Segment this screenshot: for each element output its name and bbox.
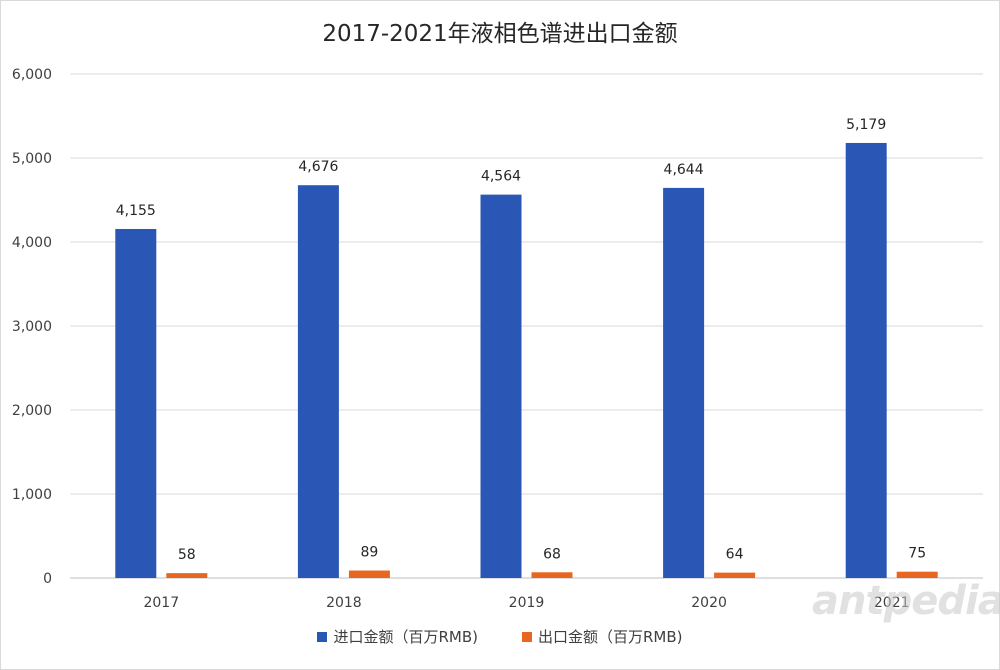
bar-export [896, 571, 938, 578]
watermark-logo: antpedia [812, 578, 1000, 624]
chart-title: 2017-2021年液相色谱进出口金额 [322, 21, 678, 47]
x-tick-label: 2020 [691, 595, 727, 611]
data-label-export: 75 [908, 546, 926, 562]
x-tick-label: 2017 [143, 595, 179, 611]
y-tick-label: 3,000 [12, 319, 52, 335]
data-label-import: 4,564 [481, 169, 521, 185]
data-label-import: 4,155 [116, 203, 156, 219]
legend: 进口金额（百万RMB) 出口金额（百万RMB) [0, 626, 1000, 647]
legend-swatch-import [317, 631, 328, 642]
legend-item-export: 出口金额（百万RMB) [522, 626, 683, 647]
data-label-import: 4,644 [664, 162, 704, 178]
y-tick-label: 2,000 [12, 403, 52, 419]
legend-label-import: 进口金额（百万RMB) [333, 628, 478, 646]
data-label-export: 68 [543, 546, 561, 562]
bar-import [297, 185, 339, 578]
x-tick-label: 2018 [326, 595, 362, 611]
bar-export [166, 573, 208, 578]
bar-import [663, 187, 705, 579]
data-label-export: 58 [178, 547, 196, 563]
y-tick-label: 5,000 [12, 151, 52, 167]
data-label-import: 5,179 [846, 117, 886, 133]
x-tick-label: 2021 [874, 595, 910, 611]
data-label-export: 89 [360, 545, 378, 561]
legend-item-import: 进口金额（百万RMB) [317, 626, 478, 647]
bar-import [480, 194, 522, 578]
bar-import [115, 228, 157, 579]
bar-export [714, 572, 756, 578]
data-label-export: 64 [726, 547, 744, 563]
bar-export [348, 570, 390, 578]
legend-label-export: 出口金额（百万RMB) [538, 628, 683, 646]
y-tick-label: 1,000 [12, 487, 52, 503]
y-tick-label: 4,000 [12, 235, 52, 251]
data-label-import: 4,676 [298, 159, 338, 175]
bar-import [845, 142, 887, 579]
y-tick-label: 0 [43, 571, 52, 587]
y-tick-label: 6,000 [12, 67, 52, 83]
legend-swatch-export [522, 631, 532, 642]
bar-export [531, 572, 573, 578]
x-tick-label: 2019 [509, 595, 545, 611]
